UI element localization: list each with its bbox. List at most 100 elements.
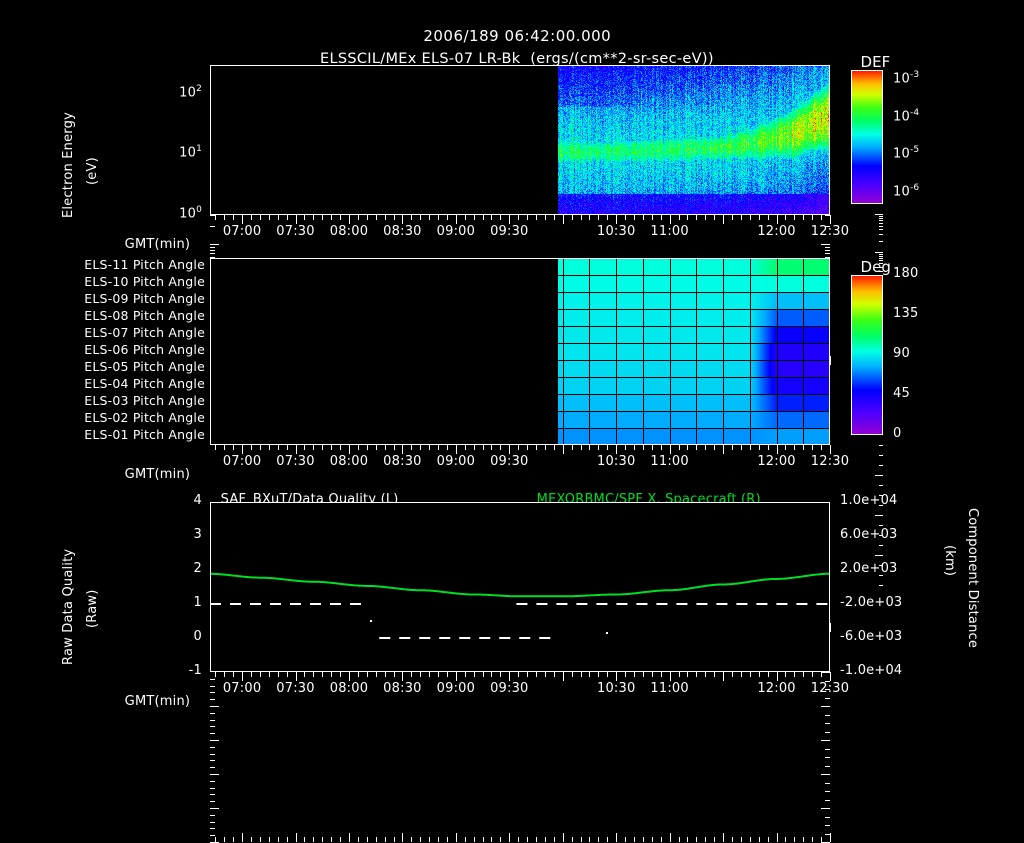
xtick-top xyxy=(366,215,368,220)
xtick-top xyxy=(660,445,662,450)
xtick xyxy=(420,837,422,842)
xtick-top xyxy=(705,672,707,677)
xtick-top xyxy=(714,445,716,450)
xtick xyxy=(438,837,440,842)
ytick-exponent: 0 xyxy=(196,205,202,215)
deg-colorbar[interactable] xyxy=(851,275,883,586)
xtick xyxy=(259,837,261,842)
xtick-top xyxy=(491,445,493,450)
xtick-top xyxy=(749,445,751,450)
pitch-angle-row-label: ELS-05 Pitch Angle xyxy=(84,358,205,374)
xtick-label: 07:00 xyxy=(222,681,262,696)
xtick-top xyxy=(642,215,644,220)
ytick-right xyxy=(825,757,830,758)
xtick xyxy=(785,837,787,842)
xtick-top xyxy=(651,672,653,677)
def-colorbar[interactable] xyxy=(851,70,883,337)
xtick-top xyxy=(536,445,538,450)
ytick xyxy=(210,246,215,248)
panel2-plot-area[interactable] xyxy=(210,258,831,632)
ytick-right xyxy=(825,723,830,724)
ytick-right xyxy=(825,782,830,784)
ytick xyxy=(210,712,215,714)
xtick-top xyxy=(634,215,636,220)
def-tick-label: 10-3 xyxy=(893,71,963,87)
xtick-top xyxy=(277,672,279,677)
xtick-top xyxy=(277,215,279,220)
xtick xyxy=(286,837,288,842)
xtick-top xyxy=(215,215,217,220)
xtick-label: 08:30 xyxy=(383,681,422,696)
xtick-top xyxy=(598,215,600,220)
cbtick xyxy=(879,222,883,224)
ytick xyxy=(210,706,219,707)
panel1-frame xyxy=(210,65,830,215)
cbtick xyxy=(879,455,883,456)
panel3-ylabel-right-units: (km) xyxy=(942,545,957,576)
ytick-right xyxy=(825,249,830,251)
xtick-top xyxy=(215,672,217,677)
xtick-top xyxy=(634,445,636,450)
xtick-top xyxy=(473,445,475,450)
xtick-top xyxy=(224,672,226,677)
ytick-right xyxy=(825,791,830,792)
pitch-angle-row-label: ELS-02 Pitch Angle xyxy=(84,409,205,425)
xtick-top xyxy=(642,445,644,450)
def-tick-exponent: -4 xyxy=(909,107,920,118)
ytick-right xyxy=(825,714,830,716)
xtick-top xyxy=(375,215,377,220)
xtick xyxy=(651,837,653,842)
ytick-exponent: 2 xyxy=(196,83,202,94)
xtick-top xyxy=(571,215,573,220)
xtick-top xyxy=(277,445,279,450)
def-tick-mantissa: 10 xyxy=(893,71,910,87)
xtick xyxy=(749,837,751,842)
xtick xyxy=(830,623,831,632)
xtick-top xyxy=(723,445,725,454)
panel3-xlabel-text: GMT(min) xyxy=(124,694,191,709)
electron-energy-spectrogram-canvas[interactable] xyxy=(210,65,830,215)
xtick-top xyxy=(625,445,627,450)
timestamp-title: 2006/189 06:42:00.000 xyxy=(423,27,612,45)
xtick xyxy=(518,837,520,842)
xtick-top xyxy=(562,445,564,454)
xtick-top xyxy=(473,672,475,677)
ytick-right xyxy=(825,246,830,248)
xtick-top xyxy=(491,672,493,677)
xtick-top xyxy=(821,445,823,450)
ytick xyxy=(210,253,215,255)
xtick-top xyxy=(589,215,591,220)
xtick-top xyxy=(812,445,814,450)
xtick-top xyxy=(518,445,520,450)
xtick-top xyxy=(411,672,413,677)
xtick-top xyxy=(509,672,511,681)
cbtick xyxy=(879,220,883,222)
xtick-top xyxy=(776,672,778,681)
panel1-plot-area[interactable] xyxy=(210,65,831,366)
xtick xyxy=(384,837,386,842)
xtick-label: 07:00 xyxy=(222,454,262,469)
panel3-plot-area[interactable] xyxy=(210,502,831,843)
xtick xyxy=(429,837,431,842)
xtick-top xyxy=(642,672,644,677)
xtick-label: 09:00 xyxy=(436,224,476,239)
pitch-angle-row-label: ELS-08 Pitch Angle xyxy=(84,307,205,323)
xtick-top xyxy=(740,215,742,220)
xtick-top xyxy=(286,215,288,220)
pitch-angle-spectrogram-canvas[interactable] xyxy=(210,258,830,445)
xtick-top xyxy=(705,445,707,450)
xtick-top xyxy=(348,215,350,224)
deg-tick-label: 135 xyxy=(893,306,919,321)
data-quality-line-canvas[interactable] xyxy=(210,502,830,672)
deg-colorbar-frame xyxy=(851,275,883,435)
xtick-top xyxy=(812,672,814,677)
xtick-top xyxy=(669,445,671,454)
xtick-top xyxy=(527,672,529,677)
xtick-top xyxy=(331,445,333,450)
xtick-top xyxy=(464,445,466,450)
xtick-top xyxy=(732,672,733,677)
xtick-top xyxy=(830,672,831,681)
xtick-top xyxy=(340,445,342,450)
xtick-label: 09:30 xyxy=(490,454,529,469)
panel3-ylabel-right: Component Distance xyxy=(965,508,980,648)
